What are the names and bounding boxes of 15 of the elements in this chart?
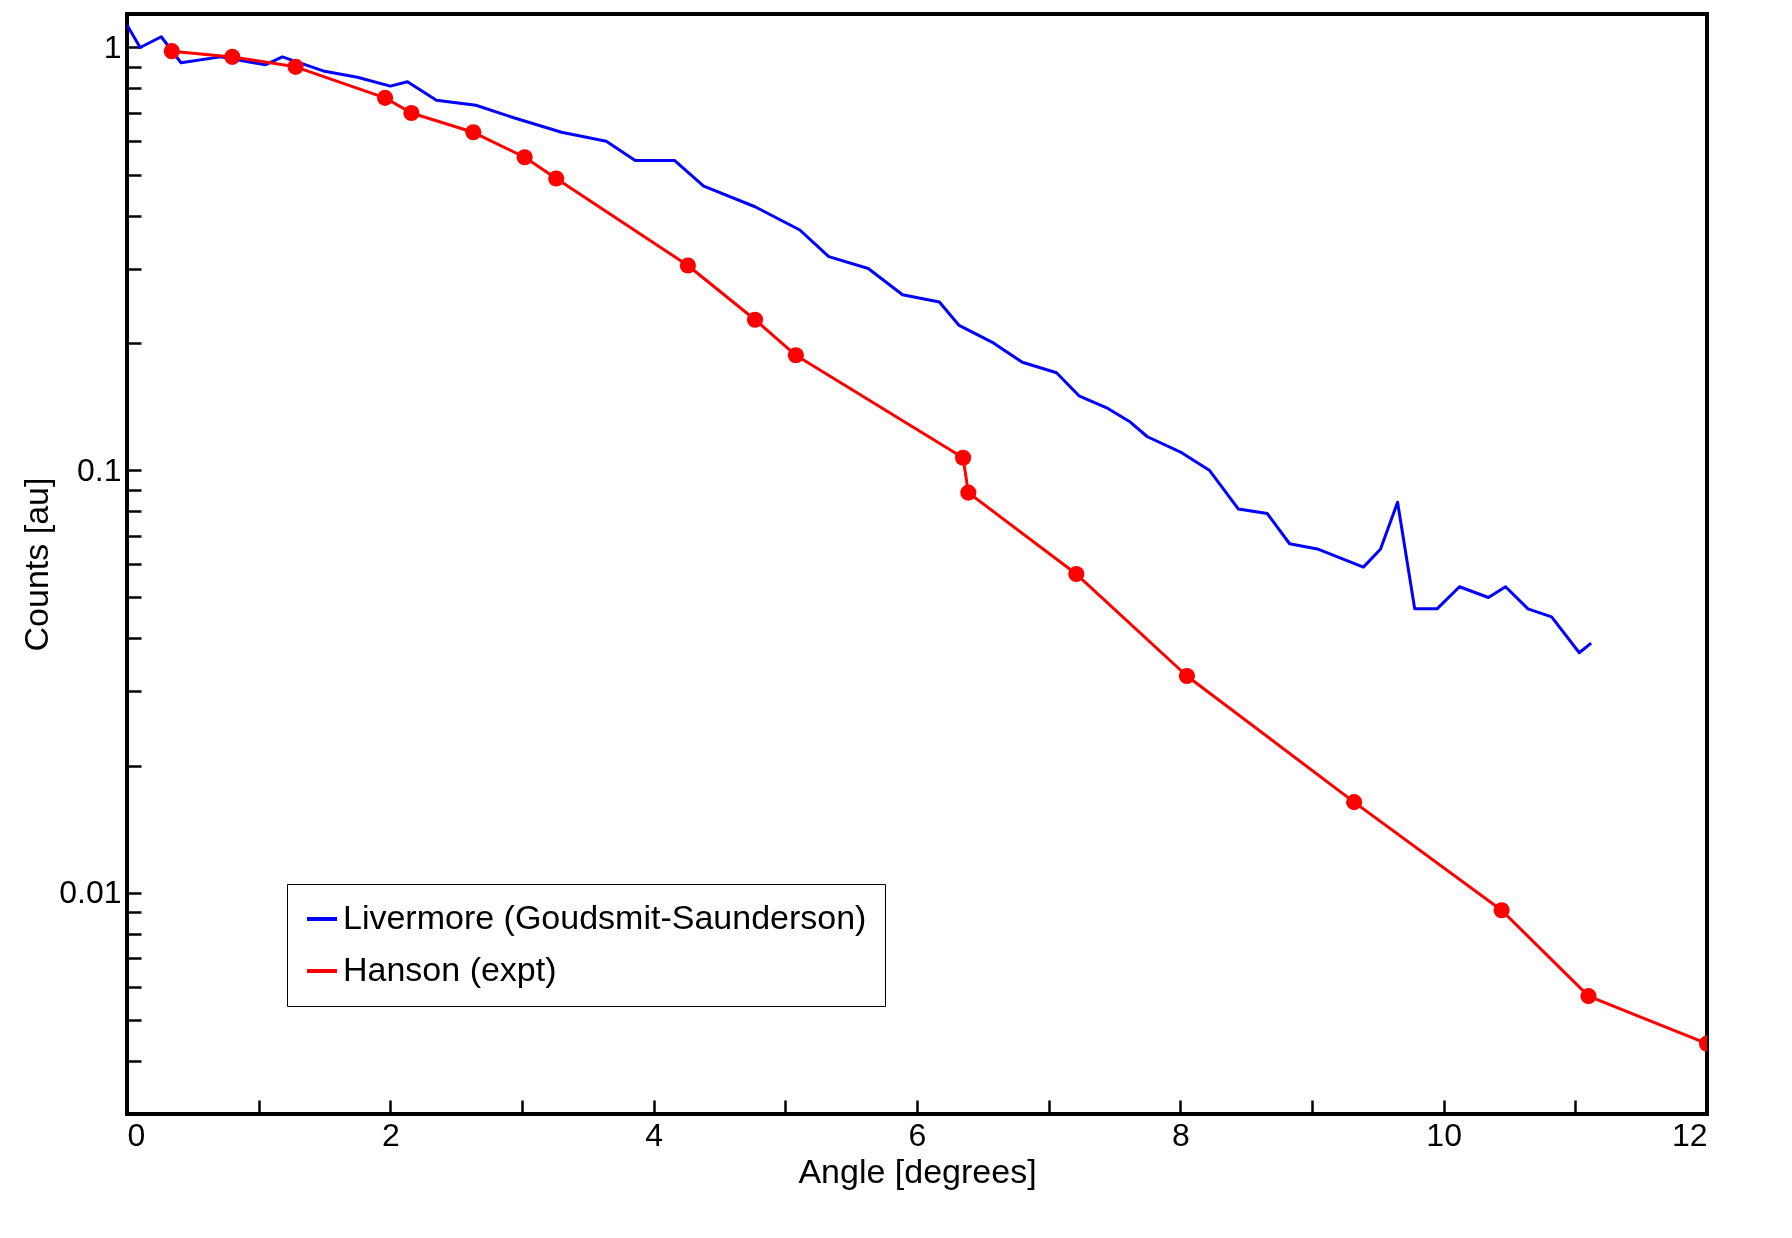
x-tick-label: 0	[127, 1116, 146, 1153]
y-tick-label: 1	[103, 28, 122, 65]
line-series	[127, 23, 1593, 655]
x-tick-label: 12	[1671, 1116, 1708, 1153]
legend-label: Livermore (Goudsmit-Saunderson)	[343, 898, 867, 936]
x-tick-label: 4	[645, 1116, 664, 1153]
y-tick-label: 0.1	[77, 451, 122, 488]
x-tick-label: 8	[1171, 1116, 1190, 1153]
x-tick-label: 2	[381, 1116, 400, 1153]
y-axis-title: Counts [au]	[17, 477, 56, 652]
y-tick-label: 0.01	[59, 874, 122, 911]
x-axis-title: Angle [degrees]	[798, 1151, 1037, 1190]
x-tick-label: 6	[908, 1116, 927, 1153]
x-tick-label: 10	[1426, 1116, 1462, 1153]
legend-label: Hanson (expt)	[343, 950, 557, 988]
